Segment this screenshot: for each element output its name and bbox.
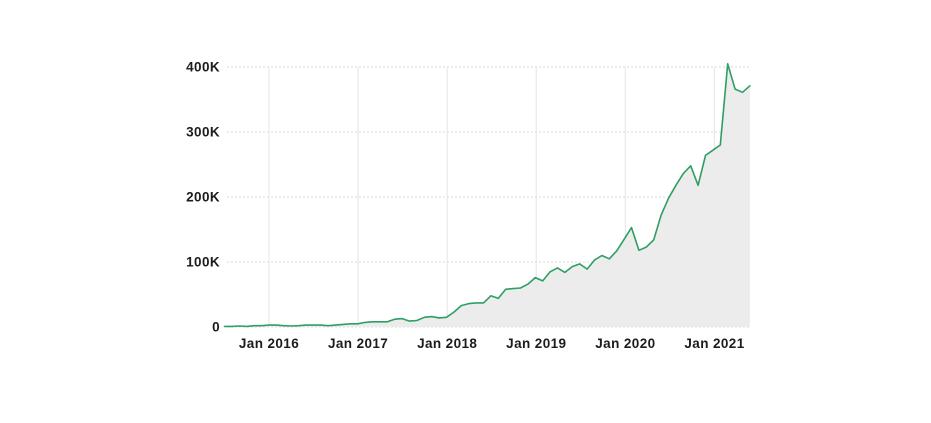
x-tick-jan-2020: Jan 2020 — [595, 336, 655, 351]
series-area-fill — [224, 63, 750, 328]
x-axis-tick-labels: Jan 2016 Jan 2017 Jan 2018 Jan 2019 Jan … — [239, 336, 744, 351]
x-tick-jan-2017: Jan 2017 — [328, 336, 388, 351]
series-line — [223, 62, 751, 328]
y-tick-0: 0 — [212, 320, 220, 335]
y-tick-400k: 400K — [186, 60, 220, 75]
chart-plot-area[interactable] — [224, 60, 752, 328]
x-tick-jan-2021: Jan 2021 — [684, 336, 744, 351]
y-tick-100k: 100K — [186, 255, 220, 270]
x-tick-jan-2018: Jan 2018 — [417, 336, 477, 351]
y-axis-tick-labels: 0 100K 200K 300K 400K — [186, 60, 220, 335]
y-tick-200k: 200K — [186, 190, 220, 205]
y-tick-300k: 300K — [186, 125, 220, 140]
x-tick-jan-2019: Jan 2019 — [506, 336, 566, 351]
x-tick-jan-2016: Jan 2016 — [239, 336, 299, 351]
